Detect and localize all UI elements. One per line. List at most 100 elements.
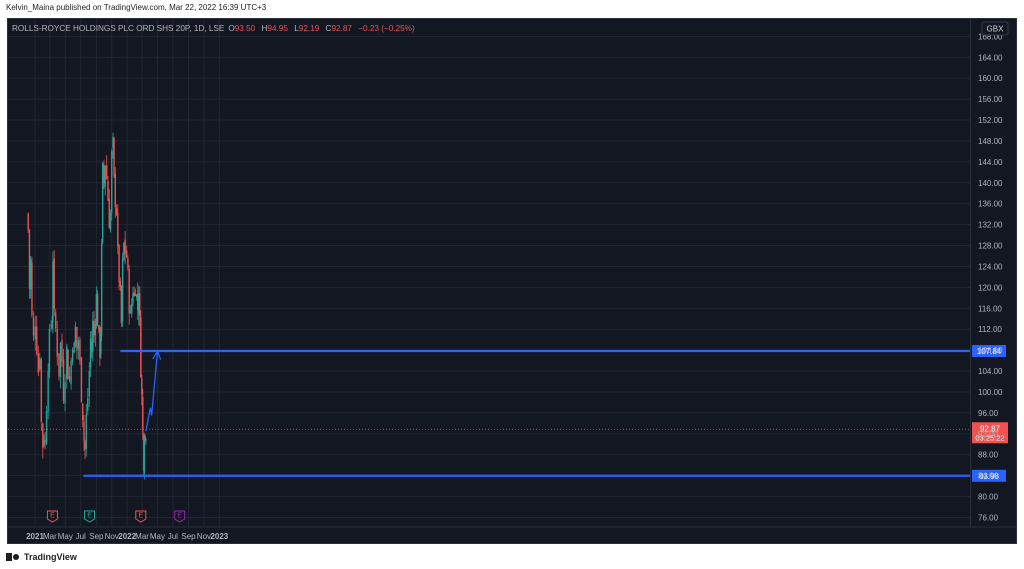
price-axis: 76.00 80.00 84.00 88.00 92.00 96.00 100.00 104.… <box>970 19 1003 527</box>
candle-body <box>67 349 69 379</box>
earnings-event-icon[interactable]: E <box>174 510 186 523</box>
candle-body <box>113 137 115 176</box>
candle-body <box>124 239 126 254</box>
time-tick-label: Mar <box>43 532 57 541</box>
candle-body <box>137 293 139 310</box>
candle-body <box>112 137 114 148</box>
time-axis: 2021 Mar May Jul Sep Nov 2022 Mar May Jul Sep Nov 20… <box>8 526 1016 541</box>
price-tick-label: 152.00 <box>978 116 1003 125</box>
candle-body <box>133 292 135 296</box>
time-tick-label: 2021 <box>26 532 44 541</box>
candle-body <box>48 328 51 373</box>
candle-body <box>111 151 113 214</box>
price-tick-label: 124.00 <box>978 262 1003 271</box>
candle-body <box>45 411 48 445</box>
tradingview-logo-icon <box>6 553 19 561</box>
candle-body <box>100 242 103 337</box>
price-tick-label: 160.00 <box>978 74 1003 83</box>
candle-body <box>52 261 54 323</box>
earnings-event-icon[interactable]: E <box>84 510 96 523</box>
time-tick-label: May <box>58 532 73 541</box>
candle-body <box>59 342 62 378</box>
footer-brand: TradingView <box>6 552 77 562</box>
candle-body <box>70 360 72 385</box>
candle-body <box>101 163 104 243</box>
price-tick-label: 128.00 <box>978 242 1003 251</box>
symbol-legend: ROLLS-ROYCE HOLDINGS PLC ORD SHS 20P, 1D… <box>12 24 415 33</box>
currency-badge: GBX <box>981 21 1009 36</box>
price-tick-label: 80.00 <box>978 493 999 502</box>
level-label: 83.98 <box>979 472 1000 481</box>
open-label: O <box>228 24 234 33</box>
candle-body <box>50 325 52 327</box>
time-tick-label: Sep <box>181 532 196 541</box>
candle-body <box>91 341 93 352</box>
earnings-event-icon[interactable]: E <box>46 510 58 523</box>
candle-body <box>77 340 80 349</box>
candle-body <box>132 293 134 304</box>
earnings-event-icon[interactable]: E <box>135 510 147 523</box>
candle-body <box>87 398 89 411</box>
price-tick-label: 104.00 <box>978 367 1003 376</box>
price-tick-label: 112.00 <box>978 325 1002 334</box>
time-tick-label: Sep <box>89 532 104 541</box>
candles <box>8 132 970 480</box>
candle-body <box>98 325 100 329</box>
candle-body <box>37 353 39 373</box>
time-tick-label: May <box>150 532 165 541</box>
price-tick-label: 76.00 <box>978 514 999 523</box>
candle-body <box>62 359 65 401</box>
svg-text:E: E <box>87 513 92 520</box>
candle-body <box>51 324 53 328</box>
candle-body <box>68 376 71 381</box>
grid-lines <box>8 19 970 527</box>
currency-label: GBX <box>987 25 1005 34</box>
close-label: C <box>326 24 332 33</box>
price-tick-label: 168.00 <box>978 32 1003 41</box>
candle-body <box>100 333 102 355</box>
candle-body <box>141 378 143 395</box>
candle-body <box>74 326 77 347</box>
candle-body <box>128 268 130 314</box>
candle-body <box>136 295 138 298</box>
svg-text:E: E <box>50 513 55 520</box>
price-tick-label: 84.00 <box>978 472 999 481</box>
price-tick-label: 100.00 <box>978 388 1003 397</box>
price-tick-label: 140.00 <box>978 179 1003 188</box>
open-value: 93.50 <box>235 24 256 33</box>
candle-body <box>108 198 110 229</box>
time-tick-label: Nov <box>197 532 211 541</box>
level-label-bg <box>972 344 1006 357</box>
level-label: 107.84 <box>977 347 1002 356</box>
candle-body <box>96 293 99 326</box>
candle-body <box>79 339 81 361</box>
time-tick-label: Jul <box>168 532 178 541</box>
candle-body <box>39 357 41 370</box>
candle-body <box>55 312 57 328</box>
price-tick-label: 132.00 <box>978 221 1003 230</box>
time-tick-label: Mar <box>135 532 149 541</box>
candle-body <box>144 435 146 439</box>
candle-body <box>85 414 87 449</box>
candle-body <box>138 295 140 314</box>
candle-body <box>107 180 109 201</box>
candle-body <box>42 423 44 448</box>
candle-body <box>82 403 84 421</box>
price-tick-label: 96.00 <box>978 409 999 418</box>
candle-body <box>140 317 142 378</box>
price-tick-label: 164.00 <box>978 53 1003 62</box>
candle-body <box>27 213 29 231</box>
candle-body <box>125 250 128 258</box>
price-tick-label: 116.00 <box>978 304 1002 313</box>
candle-body <box>30 259 32 290</box>
low-label: L <box>294 24 299 33</box>
chart-panel[interactable] <box>7 18 1017 544</box>
candle-body <box>58 353 60 377</box>
candle-body <box>28 230 31 289</box>
candle-body <box>145 439 147 442</box>
candle-body <box>32 317 35 336</box>
high-label: H <box>262 24 268 33</box>
